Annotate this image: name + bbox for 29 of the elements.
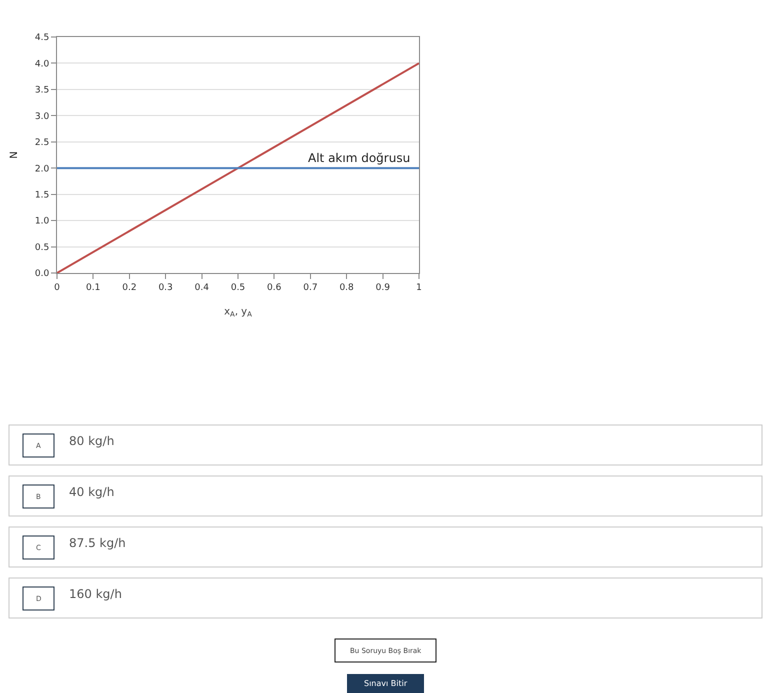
y-tick-label: 3.0 [34,112,50,122]
text: 160 kg/h [69,587,122,601]
y-tick-label: 3.5 [34,86,50,96]
x-axis-title: x$_{A}$, y$_{A}$ [224,306,252,318]
x-tick-label: 0.6 [267,282,282,293]
ref-line-label: Alt akım doğrusu [308,151,410,165]
x-tick-label: 0.9 [376,282,390,293]
x-tick-label: 0.7 [303,282,318,293]
x-tick-label: 0.5 [230,282,246,293]
x-tick-label: 0 [54,282,60,293]
text: 87.5 kg/h [69,536,126,550]
y-tick-label: 4.5 [34,33,50,44]
x-tick-label: 0.8 [339,282,354,293]
x-tick-label: 0.1 [86,282,100,293]
y-tick-label: 1.0 [34,216,50,227]
text: 80 kg/h [69,434,114,448]
y-tick-label: 0.0 [34,269,50,280]
x-tick-label: 1 [416,282,422,293]
y-tick-label: 1.5 [34,190,50,200]
x-tick-label: 0.2 [122,282,137,293]
text: Sınavı Bitir [364,679,408,688]
y-tick-label: 2.5 [34,138,50,148]
y-tick-label: 2.0 [34,164,50,174]
y-tick-label: 4.0 [34,59,50,70]
x-tick-label: 0.3 [158,282,173,293]
y-tick-label: 0.5 [34,242,50,253]
text: 40 kg/h [69,485,114,499]
x-tick-label: 0.4 [194,282,210,293]
y-axis-title: N [8,151,20,159]
